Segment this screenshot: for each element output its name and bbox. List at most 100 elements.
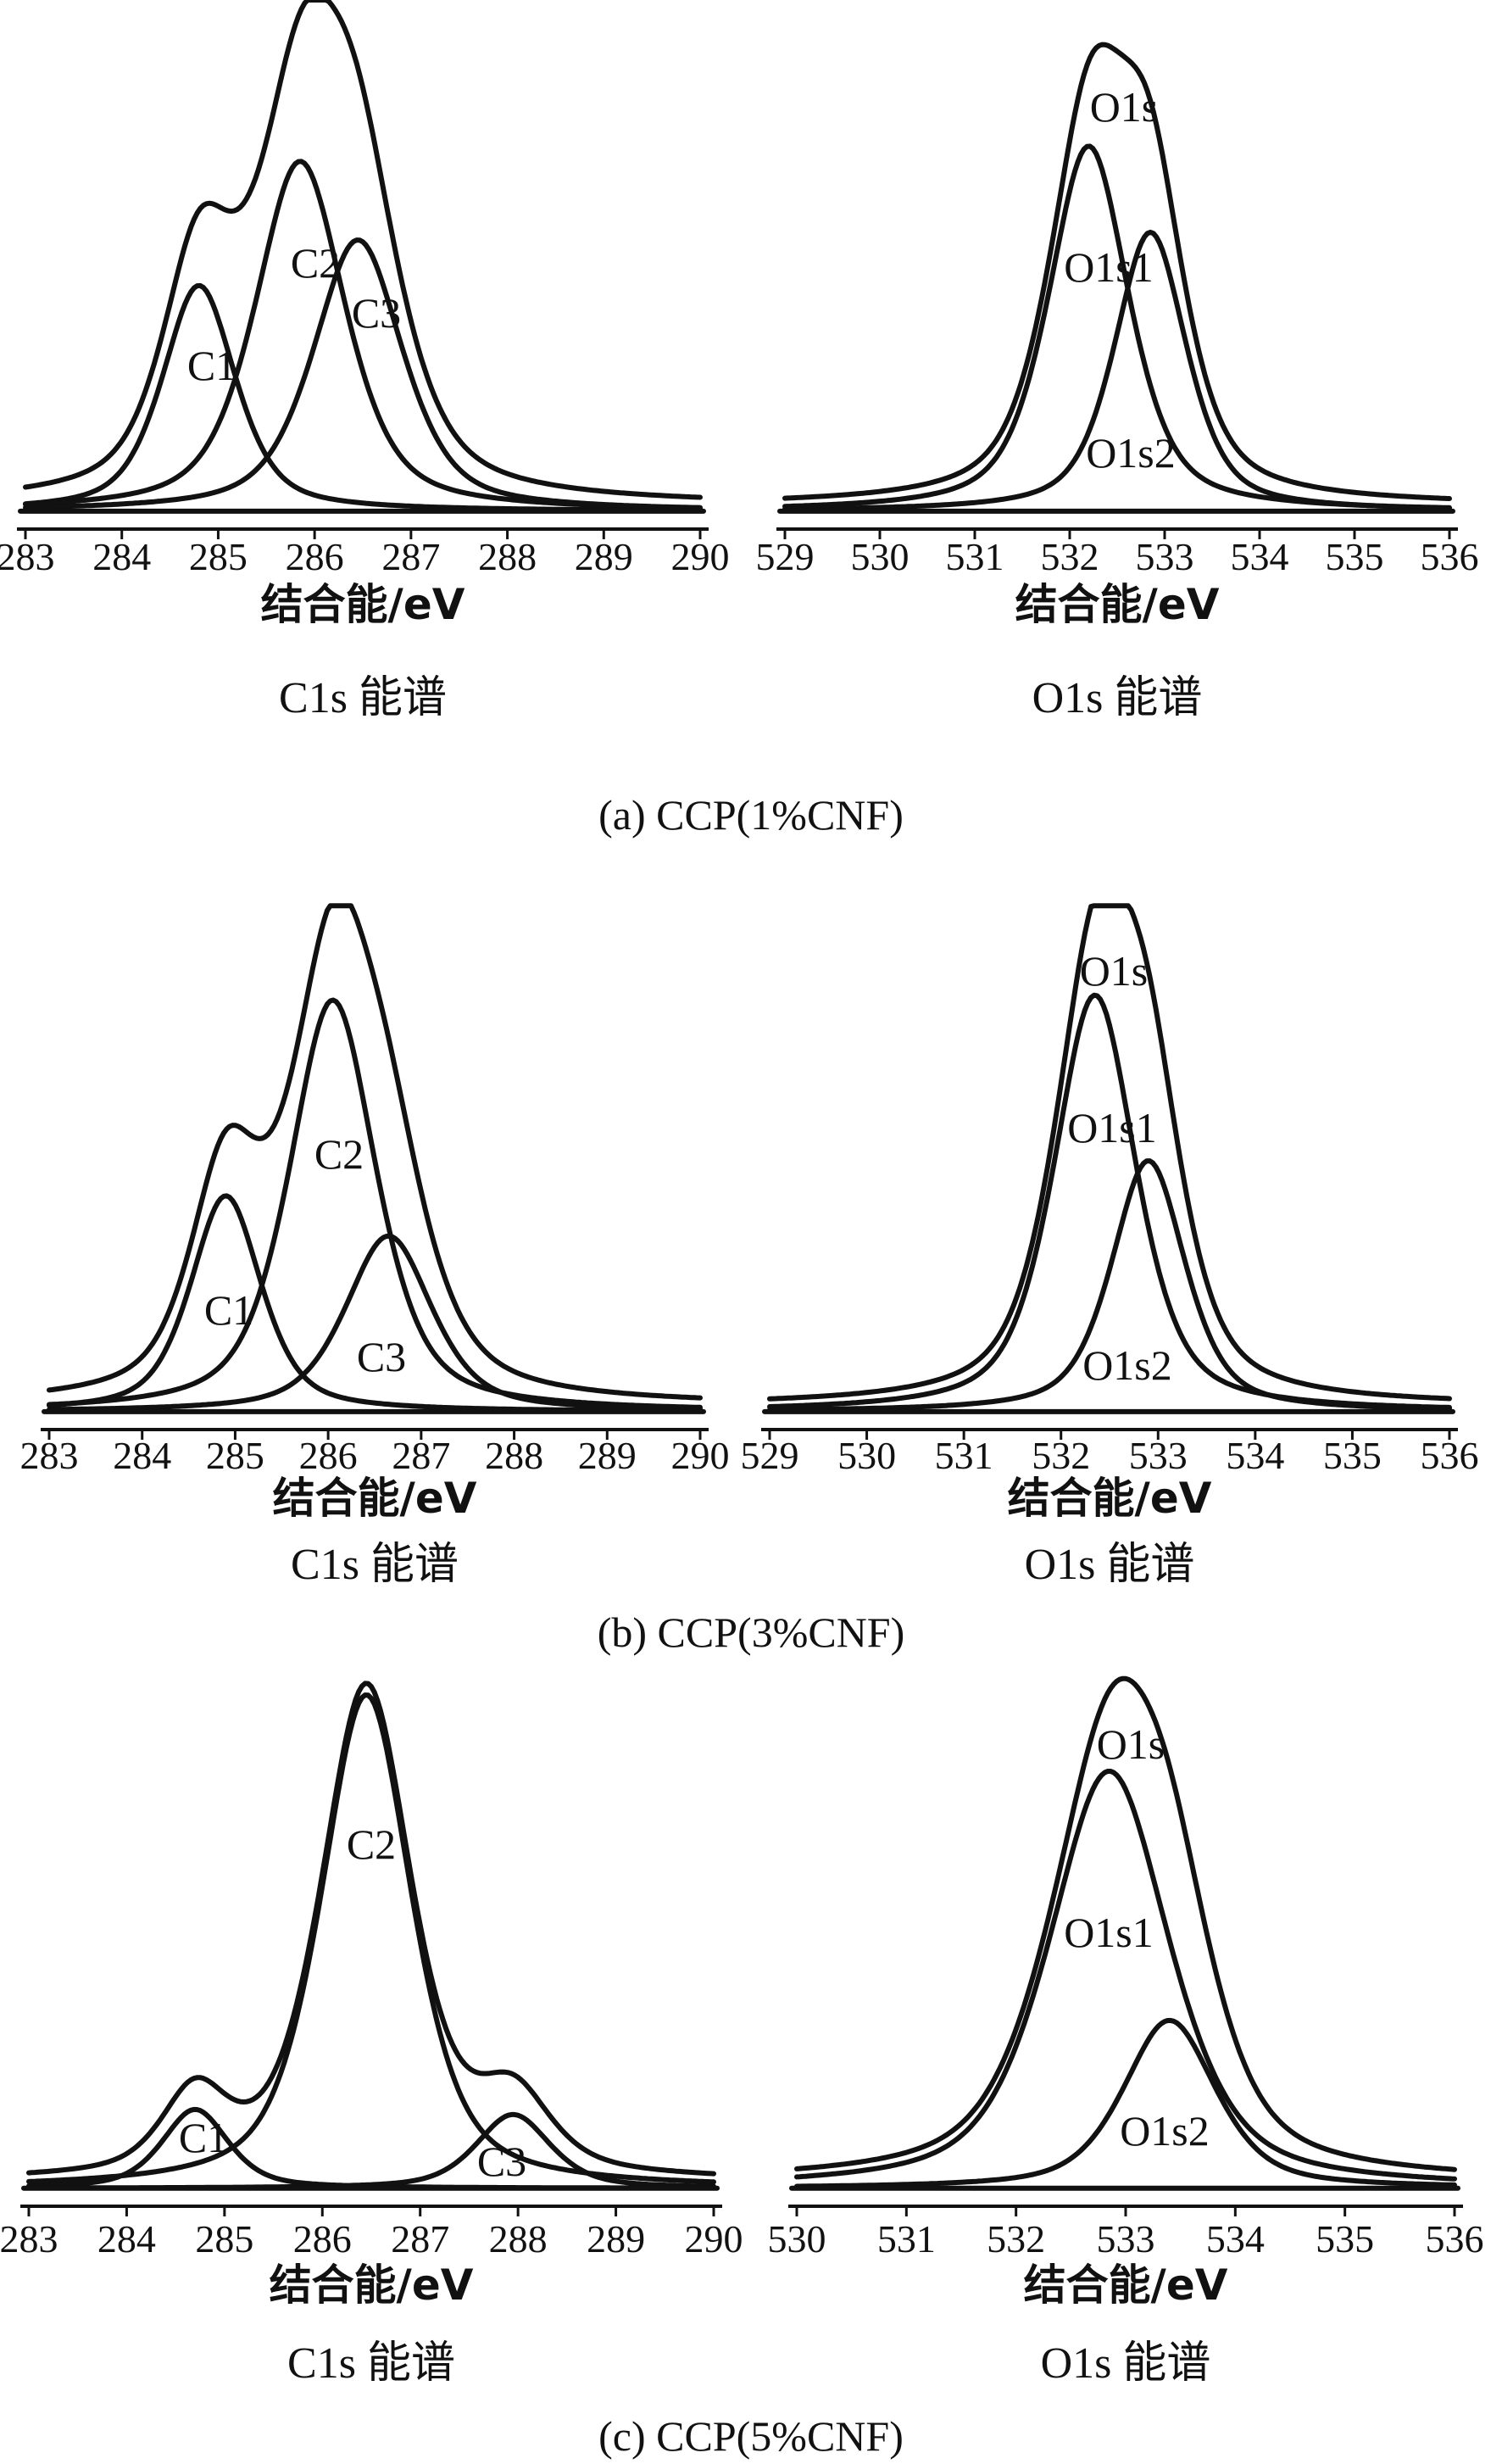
x-axis-title: 结合能/eV bbox=[1015, 580, 1220, 629]
x-tick-label: 288 bbox=[489, 2217, 548, 2261]
x-tick-label: 284 bbox=[92, 535, 151, 578]
envelope-curve bbox=[26, 1681, 716, 2177]
x-tick-label: 285 bbox=[206, 1434, 264, 1477]
x-tick-label: 531 bbox=[935, 1434, 993, 1477]
spectrum-title: O1s 能谱 bbox=[1025, 1541, 1195, 1589]
panel-b-o1s-chart: 529 530 531 532 533 534 535 536 结合能/eV O1s 能谱 O1s O… bbox=[741, 903, 1479, 1589]
x-tick-label: 530 bbox=[768, 2217, 826, 2261]
x-tick-label: 534 bbox=[1226, 1434, 1284, 1477]
x-axis-title: 结合能/eV bbox=[261, 580, 465, 629]
peak-curve-o1s1 bbox=[794, 1769, 1457, 2182]
peak-label-c3: C3 bbox=[352, 289, 401, 337]
x-tick-label: 284 bbox=[113, 1434, 171, 1477]
x-tick-label: 530 bbox=[837, 1434, 896, 1477]
peak-label-c3: C3 bbox=[477, 2138, 526, 2185]
x-tick-label: 529 bbox=[741, 1434, 799, 1477]
peak-label-c1: C1 bbox=[187, 342, 236, 389]
peak-label-o1s1: O1s1 bbox=[1067, 1104, 1157, 1151]
x-tick-label: 536 bbox=[1421, 1434, 1479, 1477]
x-tick-label: 536 bbox=[1426, 2217, 1484, 2261]
x-tick-label: 286 bbox=[299, 1434, 358, 1477]
peak-label-o1s: O1s bbox=[1090, 83, 1159, 131]
x-axis-title: 结合能/eV bbox=[1008, 1474, 1212, 1523]
peak-curve-c3 bbox=[47, 1233, 703, 1413]
spectrum-title: C1s 能谱 bbox=[279, 674, 447, 722]
spectrum-title: O1s 能谱 bbox=[1041, 2339, 1211, 2388]
envelope-curve bbox=[794, 1675, 1457, 2172]
envelope-curve bbox=[767, 903, 1452, 1402]
x-tick-label: 290 bbox=[671, 1434, 730, 1477]
peak-label-c2: C2 bbox=[347, 1820, 396, 1868]
x-axis-title: 结合能/eV bbox=[1024, 2261, 1228, 2310]
x-tick-label: 535 bbox=[1323, 1434, 1382, 1477]
peak-curve-o1s2 bbox=[782, 229, 1452, 512]
x-tick-label: 283 bbox=[20, 1434, 79, 1477]
x-tick-label: 531 bbox=[877, 2217, 936, 2261]
x-tick-label: 290 bbox=[685, 2217, 743, 2261]
caption-c: (c) CCP(5%CNF) bbox=[598, 2412, 904, 2460]
panel-a-o1s-chart: 529 530 531 532 533 534 535 536 结合能/eV O1s 能谱 O1s O… bbox=[756, 42, 1479, 722]
spectrum-title: O1s 能谱 bbox=[1032, 674, 1203, 722]
peak-label-o1s2: O1s2 bbox=[1086, 429, 1176, 477]
x-tick-label: 531 bbox=[946, 535, 1004, 578]
x-tick-label: 287 bbox=[391, 2217, 449, 2261]
peak-label-c1: C1 bbox=[204, 1286, 253, 1334]
x-tick-label: 534 bbox=[1231, 535, 1289, 578]
peak-label-c2: C2 bbox=[291, 239, 340, 287]
x-tick-label: 283 bbox=[0, 2217, 58, 2261]
x-tick-label: 289 bbox=[575, 535, 633, 578]
envelope-curve bbox=[782, 42, 1452, 501]
x-tick-label: 533 bbox=[1097, 2217, 1155, 2261]
x-tick-label: 535 bbox=[1326, 535, 1384, 578]
x-tick-label: 289 bbox=[587, 2217, 645, 2261]
x-tick-label: 283 bbox=[0, 535, 55, 578]
x-tick-label: 286 bbox=[286, 535, 344, 578]
x-tick-label: 285 bbox=[189, 535, 248, 578]
peak-label-o1s: O1s bbox=[1097, 1720, 1165, 1768]
peak-curve-c3 bbox=[23, 237, 703, 510]
spectrum-title: C1s 能谱 bbox=[287, 2339, 455, 2388]
x-tick-label: 289 bbox=[578, 1434, 637, 1477]
peak-curve-o1s2 bbox=[767, 1158, 1452, 1413]
x-tick-label: 287 bbox=[381, 535, 440, 578]
panel-a-c1s-chart: 283 284 285 286 287 288 289 290 结合能/eV C1s 能谱 C1 C2… bbox=[0, 0, 730, 722]
x-axis-title: 结合能/eV bbox=[273, 1474, 477, 1523]
peak-label-o1s2: O1s2 bbox=[1082, 1341, 1172, 1389]
x-tick-label: 533 bbox=[1129, 1434, 1188, 1477]
peak-label-c1: C1 bbox=[179, 2114, 228, 2161]
peak-curve-o1s2 bbox=[794, 2017, 1457, 2189]
peak-label-o1s1: O1s1 bbox=[1064, 243, 1154, 291]
x-tick-label: 288 bbox=[478, 535, 537, 578]
envelope-curve bbox=[23, 0, 703, 500]
peak-label-c3: C3 bbox=[357, 1333, 406, 1380]
x-tick-label: 287 bbox=[392, 1434, 450, 1477]
x-tick-label: 284 bbox=[97, 2217, 156, 2261]
x-tick-label: 529 bbox=[756, 535, 815, 578]
peak-label-c2: C2 bbox=[314, 1130, 364, 1178]
spectrum-title: C1s 能谱 bbox=[291, 1541, 459, 1589]
x-tick-label: 288 bbox=[485, 1434, 543, 1477]
panel-c-o1s-chart: 530 531 532 533 534 535 536 结合能/eV O1s 能谱 O1s O1s1… bbox=[768, 1675, 1484, 2388]
x-tick-label: 285 bbox=[195, 2217, 253, 2261]
x-tick-label: 535 bbox=[1316, 2217, 1374, 2261]
peak-label-o1s2: O1s2 bbox=[1120, 2107, 1210, 2155]
x-tick-label: 536 bbox=[1421, 535, 1479, 578]
caption-a: (a) CCP(1%CNF) bbox=[598, 791, 904, 839]
x-tick-label: 532 bbox=[1032, 1434, 1090, 1477]
panel-c-c1s-chart: 283 284 285 286 287 288 289 290 结合能/eV C1s 能谱 C1 C2… bbox=[0, 1681, 743, 2388]
x-tick-label: 533 bbox=[1136, 535, 1194, 578]
x-tick-label: 534 bbox=[1206, 2217, 1265, 2261]
peak-curve-c2 bbox=[47, 997, 703, 1410]
x-tick-label: 290 bbox=[671, 535, 730, 578]
x-tick-label: 286 bbox=[293, 2217, 352, 2261]
x-tick-label: 532 bbox=[1041, 535, 1099, 578]
x-tick-label: 530 bbox=[851, 535, 910, 578]
peak-label-o1s1: O1s1 bbox=[1064, 1909, 1154, 1956]
panel-b-c1s-chart: 283 284 285 286 287 288 289 290 结合能/eV C1s 能谱 C1 C2… bbox=[20, 903, 730, 1589]
peak-label-o1s: O1s bbox=[1080, 947, 1149, 995]
envelope-curve bbox=[47, 903, 703, 1401]
peak-curve-c2 bbox=[26, 1692, 716, 2185]
caption-b: (b) CCP(3%CNF) bbox=[598, 1608, 905, 1656]
x-axis-title: 结合能/eV bbox=[270, 2261, 474, 2310]
